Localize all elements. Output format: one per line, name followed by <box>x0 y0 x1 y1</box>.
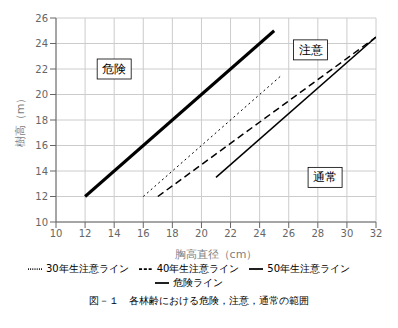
svg-text:14: 14 <box>108 228 121 239</box>
svg-text:30: 30 <box>341 228 354 239</box>
svg-text:10: 10 <box>50 228 63 239</box>
html-text:30年生注意ライン: 30年生注意ライン <box>45 263 129 274</box>
svg-text:20: 20 <box>195 228 208 239</box>
svg-text:注意: 注意 <box>299 43 323 57</box>
html-text:40年生注意ライン: 40年生注意ライン <box>156 263 240 274</box>
svg-text:20: 20 <box>35 89 48 100</box>
svg-text:18: 18 <box>35 115 48 126</box>
svg-text:22: 22 <box>224 228 237 239</box>
svg-text:10: 10 <box>35 217 48 228</box>
svg-text:28: 28 <box>311 228 324 239</box>
svg-text:26: 26 <box>35 13 48 24</box>
svg-text:24: 24 <box>35 38 48 49</box>
svg-text:12: 12 <box>79 228 92 239</box>
svg-text:16: 16 <box>35 140 48 151</box>
svg-text:32: 32 <box>370 228 383 239</box>
svg-text:通常: 通常 <box>313 170 337 184</box>
svg-text:胸高直径（cm）: 胸高直径（cm） <box>175 248 258 261</box>
svg-text:22: 22 <box>35 64 48 75</box>
html-text:50年生注意ライン: 50年生注意ライン <box>267 263 351 274</box>
svg-text:26: 26 <box>282 228 295 239</box>
html-text:図－１ 各林齢における危険，注意，通常の範囲: 図－１ 各林齢における危険，注意，通常の範囲 <box>89 295 309 306</box>
svg-text:12: 12 <box>35 191 48 202</box>
html-text:危険ライン: 危険ライン <box>173 277 223 288</box>
svg-text:危険: 危険 <box>102 62 126 76</box>
svg-text:24: 24 <box>253 228 266 239</box>
svg-text:樹高（m）: 樹高（m） <box>14 93 27 148</box>
svg-text:16: 16 <box>137 228 150 239</box>
svg-text:18: 18 <box>166 228 179 239</box>
svg-text:14: 14 <box>35 166 48 177</box>
